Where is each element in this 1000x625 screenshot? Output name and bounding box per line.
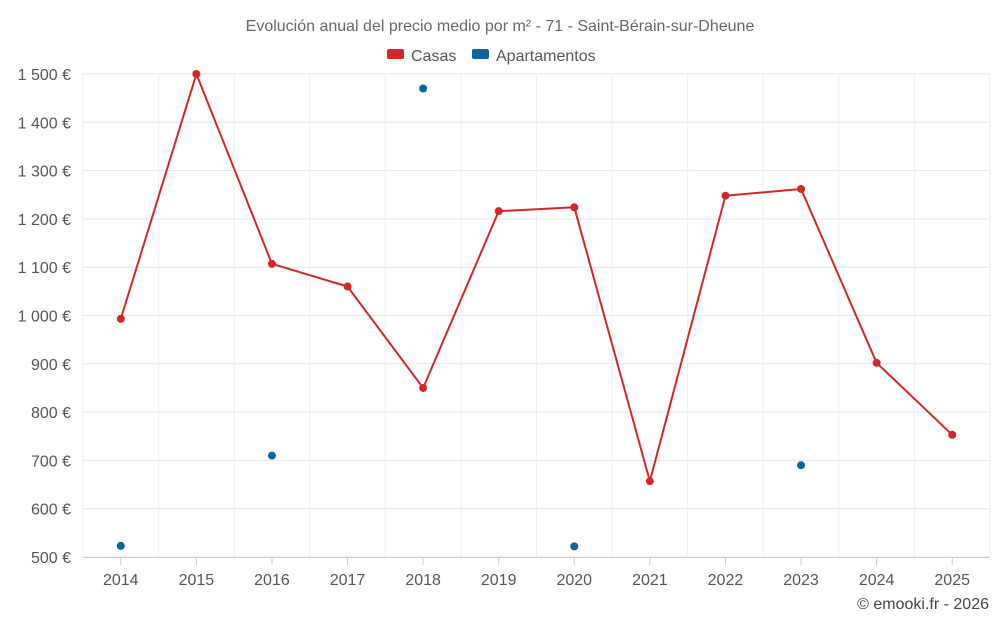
data-point-casas[interactable] [797, 184, 806, 193]
x-tick-label: 2021 [632, 572, 668, 589]
y-tick-label: 800 € [31, 405, 71, 422]
data-point-casas[interactable] [419, 383, 428, 392]
y-tick-label: 700 € [31, 453, 71, 470]
x-tick-label: 2019 [481, 572, 517, 589]
legend-label-casas: Casas [411, 48, 456, 65]
x-axis: 2014 2015 2016 2017 2018 2019 2020 2021 2022 2023… [83, 557, 990, 589]
legend: Casas Apartamentos [387, 48, 596, 65]
x-tick-label: 2022 [708, 572, 744, 589]
legend-swatch-casas [387, 49, 404, 59]
y-tick-label: 1 400 € [18, 115, 71, 132]
data-point-apartamentos[interactable] [419, 84, 428, 93]
legend-item-casas[interactable]: Casas [387, 48, 456, 65]
x-tick-label: 2023 [783, 572, 819, 589]
y-tick-label: 1 000 € [18, 309, 71, 326]
y-tick-label: 1 200 € [18, 212, 71, 229]
x-tick-label: 2016 [254, 572, 290, 589]
legend-label-apartamentos: Apartamentos [496, 48, 596, 65]
legend-swatch-apartamentos [472, 49, 489, 59]
credit-text: © emooki.fr - 2026 [857, 596, 989, 613]
series-apartamentos [116, 84, 806, 551]
y-tick-label: 500 € [31, 550, 71, 567]
data-point-casas[interactable] [343, 282, 352, 291]
x-tick-label: 2025 [934, 572, 970, 589]
data-point-casas[interactable] [948, 430, 957, 439]
data-point-apartamentos[interactable] [116, 541, 125, 550]
y-tick-label: 1 500 € [18, 67, 71, 84]
data-point-casas[interactable] [645, 477, 654, 486]
y-tick-label: 600 € [31, 502, 71, 519]
data-point-casas[interactable] [494, 207, 503, 216]
y-axis: 500 € 600 € 700 € 800 € 900 € 1 000 € 1 100 € 1… [18, 67, 71, 567]
data-point-apartamentos[interactable] [267, 451, 276, 460]
data-point-casas[interactable] [721, 191, 730, 200]
x-tick-label: 2020 [556, 572, 592, 589]
data-point-casas[interactable] [570, 203, 579, 212]
chart-title: Evolución anual del precio medio por m² … [246, 18, 755, 35]
x-tick-label: 2017 [330, 572, 366, 589]
y-tick-label: 1 100 € [18, 260, 71, 277]
data-point-casas[interactable] [116, 314, 125, 323]
x-tick-label: 2014 [103, 572, 139, 589]
data-point-casas[interactable] [267, 259, 276, 268]
data-point-apartamentos[interactable] [797, 461, 806, 470]
grid [82, 73, 991, 558]
data-point-casas[interactable] [872, 358, 881, 367]
y-tick-label: 1 300 € [18, 164, 71, 181]
x-tick-label: 2015 [179, 572, 215, 589]
series-line-casas [119, 73, 953, 483]
x-tick-label: 2018 [405, 572, 441, 589]
y-tick-label: 900 € [31, 357, 71, 374]
series-casas [116, 70, 957, 486]
data-point-casas[interactable] [192, 70, 201, 78]
data-point-apartamentos[interactable] [570, 542, 579, 551]
legend-item-apartamentos[interactable]: Apartamentos [472, 48, 596, 65]
x-tick-label: 2024 [859, 572, 895, 589]
